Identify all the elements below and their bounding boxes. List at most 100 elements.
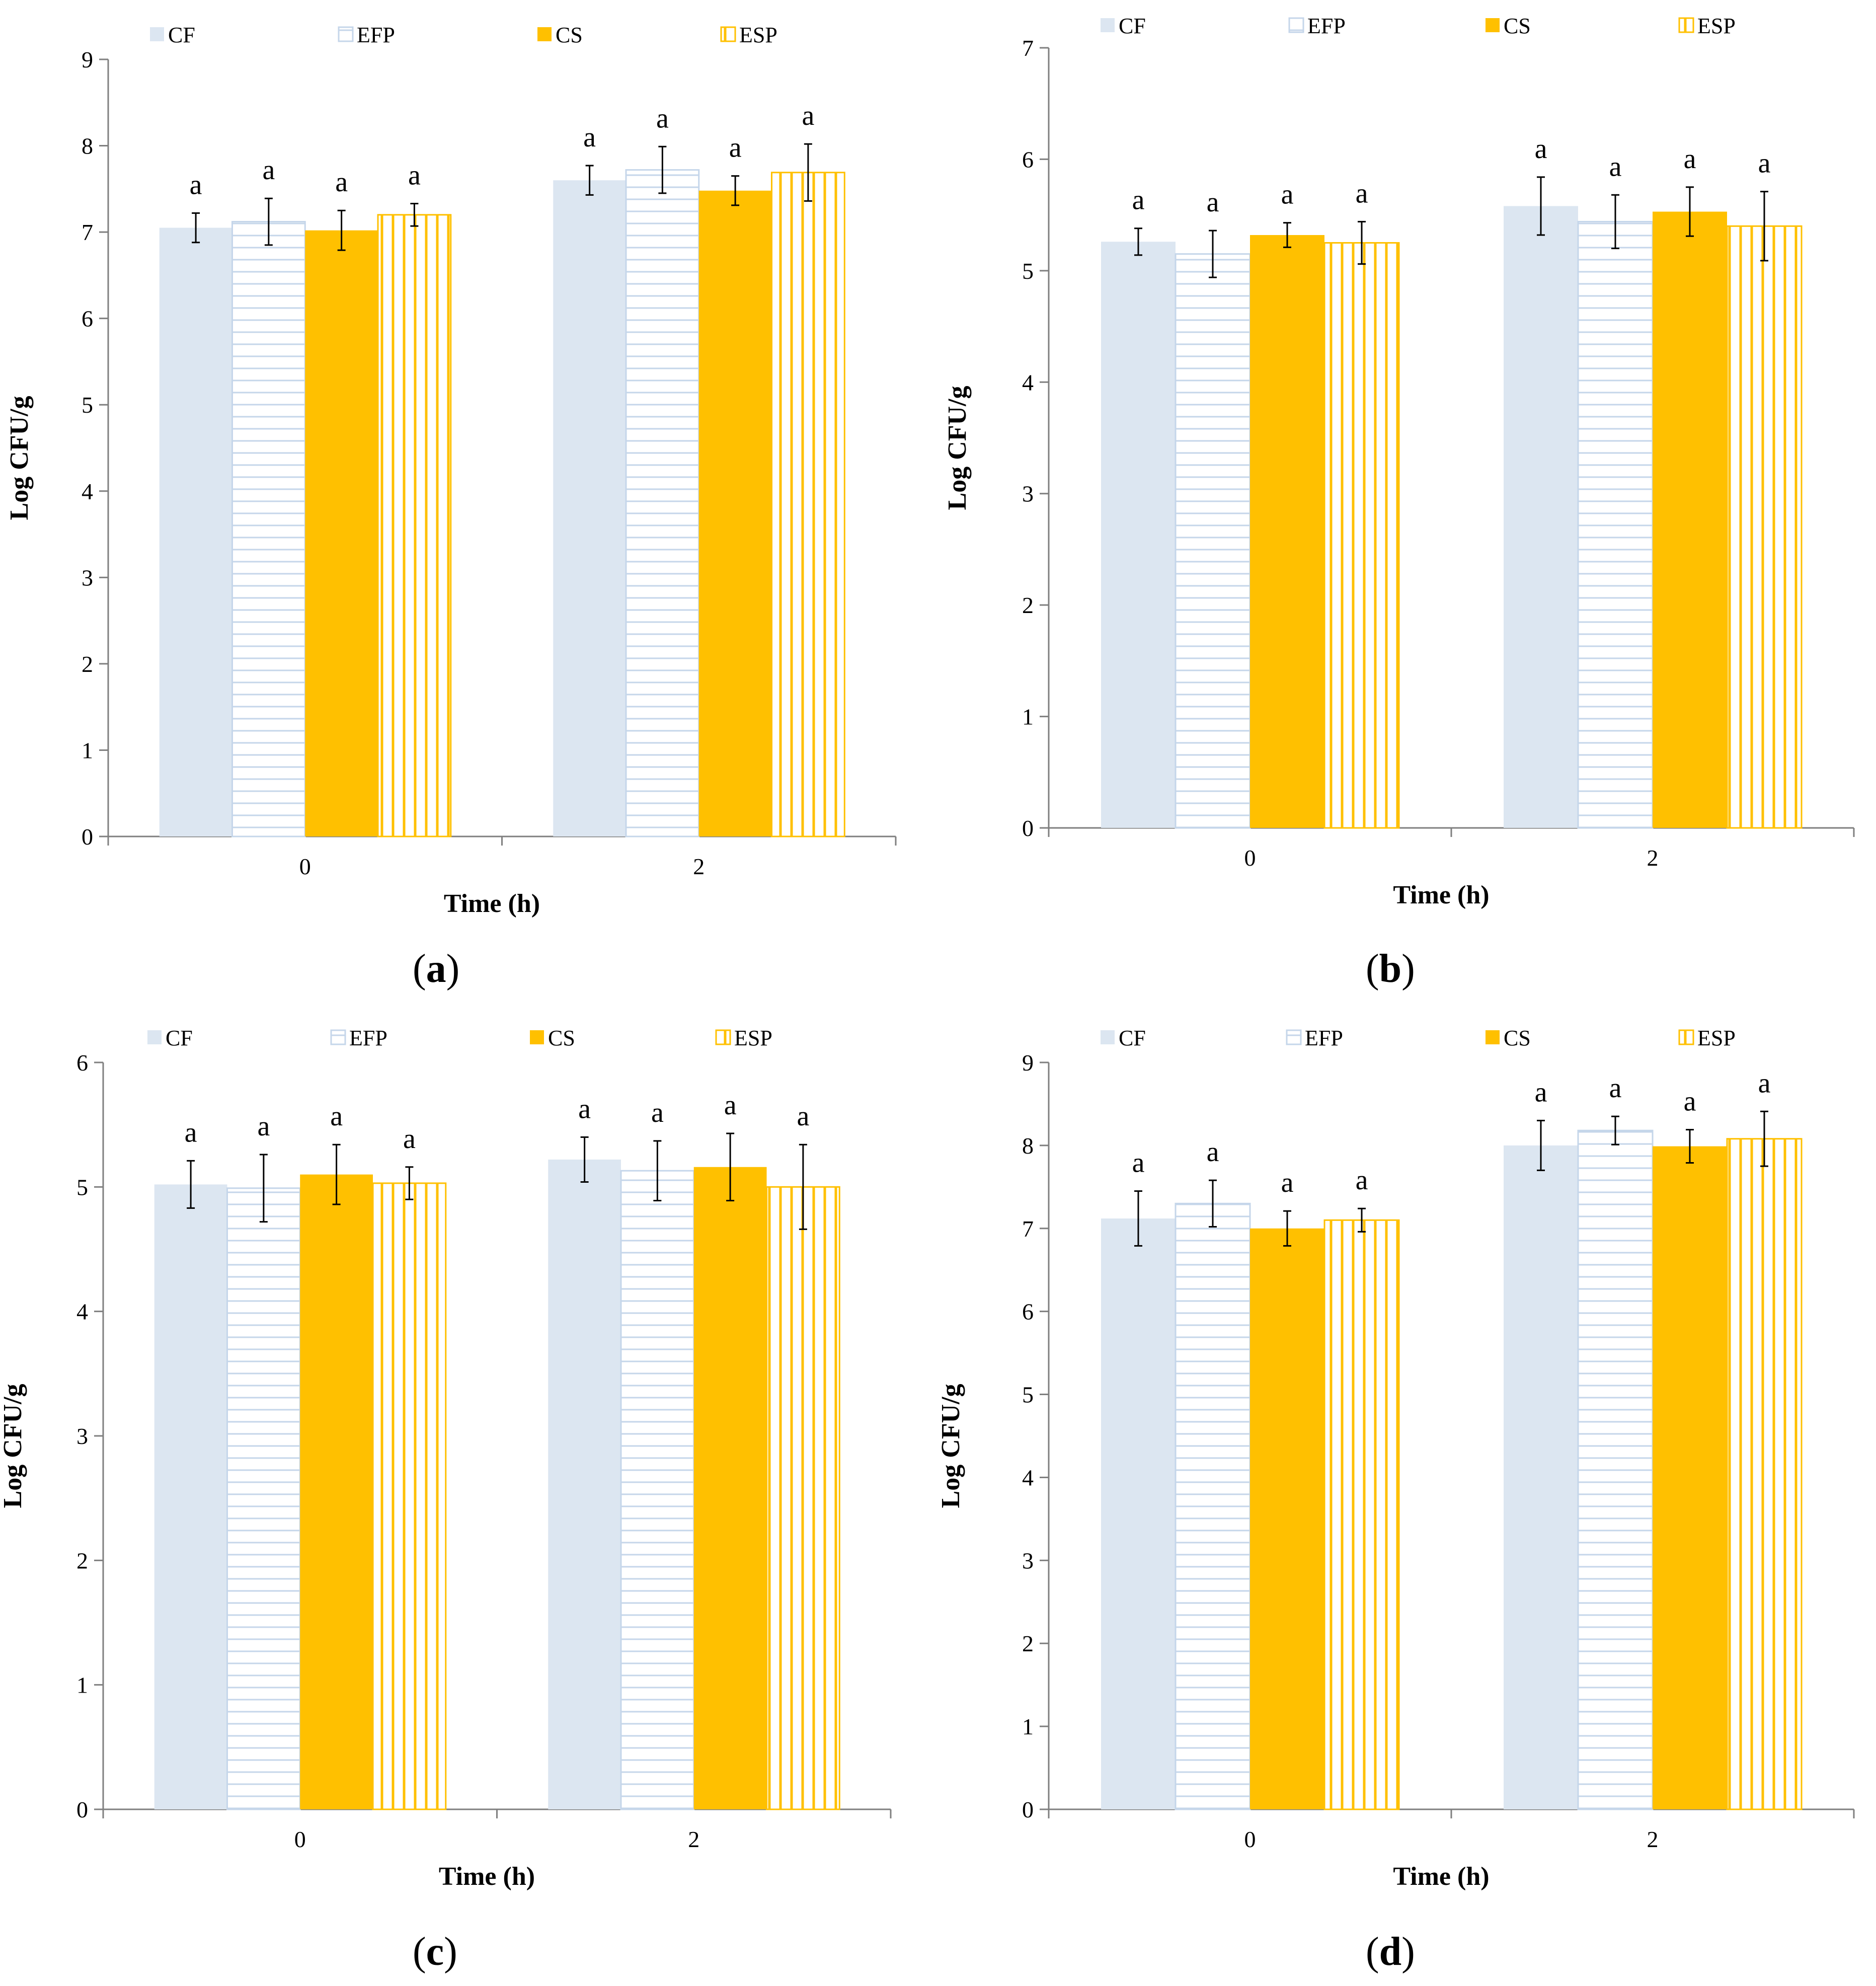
significance-label: a <box>257 1111 270 1142</box>
legend-swatch-cs <box>530 1030 544 1044</box>
significance-label: a <box>1356 178 1368 209</box>
significance-label: a <box>335 167 348 198</box>
y-tick-label: 4 <box>1022 369 1034 395</box>
chart-panel-a: 0 1 2 3 4 5 6 7 8 9 a a a a 0 a a a a 2 Time (h) Log CFU/g CF E… <box>0 0 938 993</box>
significance-label: a <box>330 1101 343 1132</box>
bar-cf-t2 <box>1504 206 1578 828</box>
y-tick-label: 5 <box>76 1174 88 1200</box>
panel-label-c-letter: c <box>426 1930 444 1974</box>
y-axis-title: Log CFU/g <box>936 1384 965 1508</box>
y-tick-label: 2 <box>76 1548 88 1573</box>
bar-cs-t0 <box>300 1174 373 1809</box>
y-tick-label: 1 <box>82 737 93 763</box>
significance-label: a <box>656 103 669 134</box>
legend-swatch-cs <box>537 27 552 41</box>
legend-swatch-cs <box>1486 1030 1500 1044</box>
y-tick-label: 3 <box>1022 1548 1034 1573</box>
y-tick-label: 3 <box>82 565 93 590</box>
legend-swatch-esp <box>715 1029 731 1045</box>
bar-chart-b: 0 1 2 3 4 5 6 7 a a a a 0 a a a a 2 Time (h) Log CFU/g CF EFP… <box>943 14 1855 909</box>
significance-label: a <box>1684 1086 1696 1117</box>
significance-label: a <box>1609 1073 1622 1104</box>
legend-label-cf: CF <box>1119 1026 1146 1050</box>
legend-swatch-cf <box>150 27 164 41</box>
bar-cf-t2 <box>553 180 626 837</box>
significance-label: a <box>729 132 742 164</box>
x-axis-title: Time (h) <box>439 1862 535 1891</box>
bar-chart-a: 0 1 2 3 4 5 6 7 8 9 a a a a 0 a a a a 2 Time (h) Log CFU/g CF E… <box>5 23 897 918</box>
legend-label-cs: CS <box>548 1026 575 1050</box>
chart-panel-b: 0 1 2 3 4 5 6 7 a a a a 0 a a a a 2 Time (h) Log CFU/g CF EFP… <box>938 0 1876 993</box>
y-tick-label: 7 <box>1022 35 1034 61</box>
legend-swatch-cf <box>1101 1030 1115 1044</box>
x-tick-label: 0 <box>1244 1826 1256 1852</box>
x-tick-label: 0 <box>299 854 311 879</box>
bar-esp-t2 <box>766 1186 840 1810</box>
bar-cs-t0 <box>1250 235 1324 828</box>
legend-label-efp: EFP <box>357 23 395 47</box>
y-tick-label: 1 <box>1022 1714 1034 1739</box>
bar-cs-t0 <box>1250 1228 1324 1809</box>
panel-label-c: (c) <box>413 1930 457 1974</box>
bar-cs-t2 <box>1653 1146 1727 1809</box>
significance-label: a <box>1207 187 1219 218</box>
legend-label-esp: ESP <box>1697 14 1736 38</box>
bar-efp-t2 <box>625 169 700 837</box>
x-tick-label: 2 <box>693 854 705 879</box>
bar-cf-t0 <box>1101 1218 1176 1809</box>
panel-label-b: (b) <box>1366 947 1415 991</box>
y-tick-label: 5 <box>1022 1382 1034 1408</box>
significance-label: a <box>403 1123 416 1155</box>
legend-label-efp: EFP <box>1305 1026 1343 1050</box>
legend-label-efp: EFP <box>1307 14 1346 38</box>
x-axis-title: Time (h) <box>444 889 540 918</box>
y-axis-title: Log CFU/g <box>943 386 972 510</box>
y-tick-label: 2 <box>1022 1631 1034 1656</box>
x-axis-title: Time (h) <box>1393 881 1489 909</box>
legend-label-cs: CS <box>556 23 583 47</box>
y-tick-label: 6 <box>1022 1299 1034 1325</box>
legend-label-esp: ESP <box>734 1026 772 1050</box>
bar-cs-t2 <box>1653 211 1727 828</box>
significance-label: a <box>1535 1077 1547 1108</box>
y-tick-label: 1 <box>76 1672 88 1698</box>
legend-label-esp: ESP <box>739 23 777 47</box>
bar-esp-t0 <box>372 1182 447 1810</box>
x-tick-label: 0 <box>1244 845 1256 871</box>
panel-label-d-letter: d <box>1379 1930 1402 1974</box>
bar-cs-t0 <box>305 230 378 837</box>
y-tick-label: 8 <box>82 133 93 159</box>
y-tick-label: 2 <box>1022 592 1034 618</box>
bar-cf-t2 <box>548 1159 621 1809</box>
bar-cf-t2 <box>1504 1145 1578 1809</box>
x-tick-label: 0 <box>294 1826 306 1852</box>
bar-esp-t0 <box>377 214 452 837</box>
significance-label: a <box>1684 143 1696 175</box>
legend-label-cf: CF <box>168 23 195 47</box>
significance-label: a <box>1356 1165 1368 1196</box>
bar-chart-d: 0 1 2 3 4 5 6 7 8 9 a a a a 0 a a a a 2 Time (h) Log CFU/g CF E… <box>936 1026 1855 1891</box>
bar-efp-t0 <box>231 221 306 837</box>
significance-label: a <box>1132 185 1145 216</box>
bar-chart-c: 0 1 2 3 4 5 6 a a a a 0 a a a a 2 Time (h) Log CFU/g CF EFP C… <box>0 1026 892 1891</box>
y-tick-label: 7 <box>82 219 93 245</box>
y-tick-label: 0 <box>76 1797 88 1822</box>
y-tick-label: 8 <box>1022 1133 1034 1159</box>
significance-label: a <box>190 169 202 200</box>
bar-efp-t0 <box>226 1187 301 1810</box>
y-tick-label: 4 <box>82 479 93 504</box>
y-tick-label: 2 <box>82 651 93 677</box>
panel-label-a: (a) <box>413 947 460 991</box>
bar-esp-t2 <box>771 172 845 837</box>
legend-label-efp: EFP <box>349 1026 387 1050</box>
x-axis-title: Time (h) <box>1393 1862 1489 1891</box>
legend-swatch-cs <box>1486 18 1500 32</box>
y-tick-label: 5 <box>1022 258 1034 284</box>
legend-swatch-esp <box>720 26 736 42</box>
bar-efp-t0 <box>1175 1202 1251 1810</box>
legend-swatch-efp <box>1288 17 1304 33</box>
y-tick-label: 6 <box>76 1050 88 1076</box>
bar-esp-t0 <box>1323 1219 1400 1810</box>
y-tick-label: 5 <box>82 392 93 418</box>
legend-swatch-efp <box>338 26 354 42</box>
